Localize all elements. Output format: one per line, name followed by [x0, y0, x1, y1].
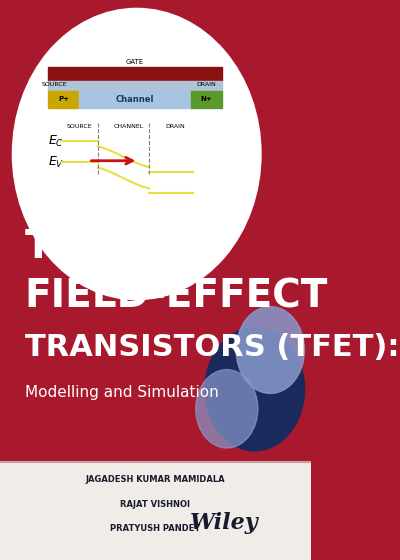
Text: FIELD-EFFECT: FIELD-EFFECT [25, 278, 328, 316]
Text: DRAIN: DRAIN [166, 124, 186, 128]
Bar [0, 462, 311, 560]
Text: DRAIN: DRAIN [197, 82, 216, 86]
Text: GATE: GATE [126, 59, 144, 64]
Bar [79, 91, 191, 108]
Bar [191, 91, 222, 108]
Text: TUNNEL: TUNNEL [25, 227, 200, 265]
Text: SOURCE: SOURCE [42, 82, 67, 86]
Text: SOURCE: SOURCE [66, 124, 92, 128]
Text: Channel: Channel [116, 95, 154, 104]
Bar [48, 91, 79, 108]
Ellipse shape [236, 307, 304, 394]
Text: JAGADESH KUMAR MAMIDALA: JAGADESH KUMAR MAMIDALA [86, 475, 225, 484]
Text: $E_C$: $E_C$ [48, 134, 64, 148]
Ellipse shape [12, 8, 261, 300]
Text: RAJAT VISHNOI: RAJAT VISHNOI [120, 500, 190, 508]
Text: P+: P+ [58, 96, 69, 102]
Text: Modelling and Simulation: Modelling and Simulation [25, 385, 219, 399]
Text: CHANNEL: CHANNEL [114, 124, 144, 128]
Bar [48, 67, 222, 81]
Ellipse shape [196, 370, 258, 448]
Text: $E_V$: $E_V$ [48, 155, 64, 170]
Text: PRATYUSH PANDEY: PRATYUSH PANDEY [110, 524, 200, 533]
Text: N+: N+ [201, 96, 212, 102]
Ellipse shape [205, 328, 304, 451]
Text: Wiley: Wiley [189, 512, 258, 534]
Text: TRANSISTORS (TFET):: TRANSISTORS (TFET): [25, 333, 399, 362]
Bar [48, 81, 222, 91]
